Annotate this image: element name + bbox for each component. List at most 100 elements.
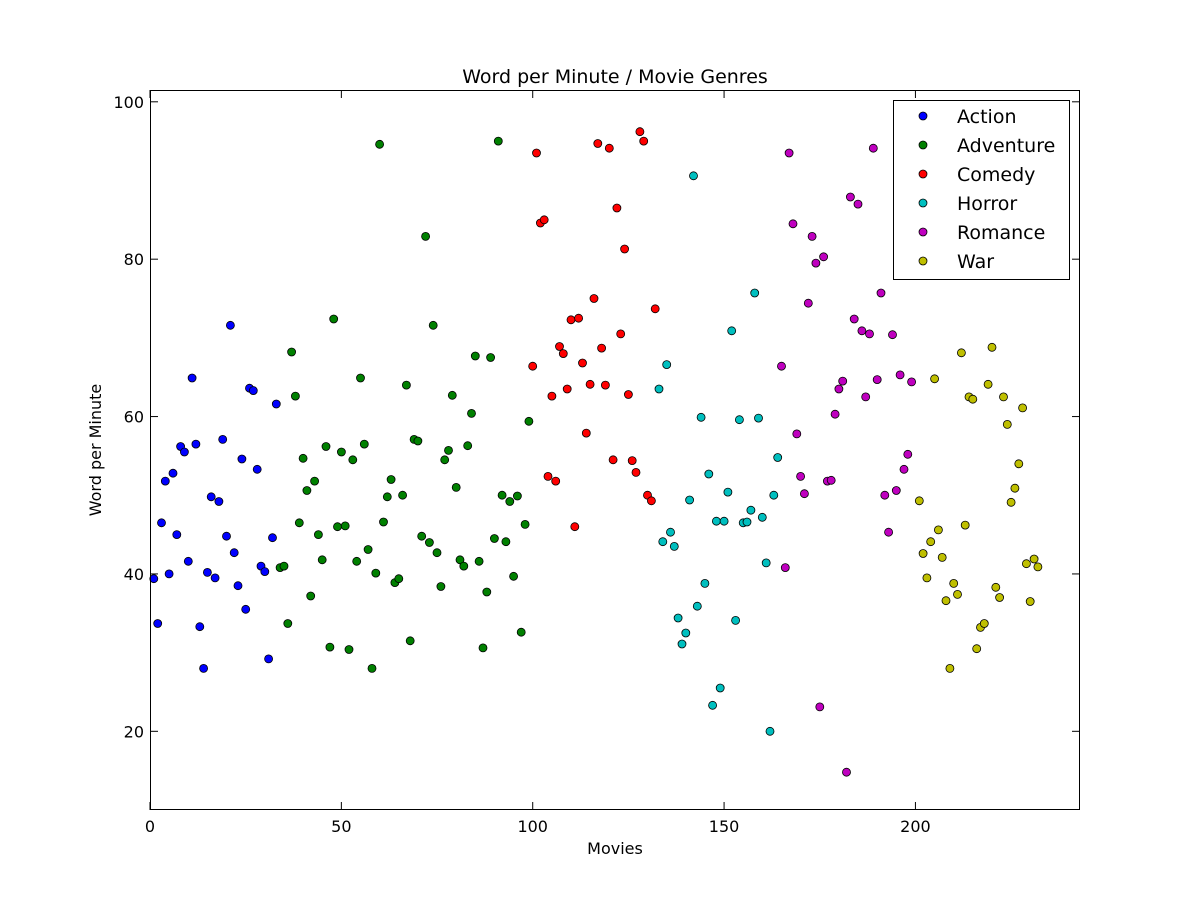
data-point-action-24 xyxy=(237,454,247,464)
data-point-adventure-51 xyxy=(467,408,476,418)
data-point-comedy-22 xyxy=(608,455,618,465)
data-point-adventure-4 xyxy=(287,347,297,357)
data-point-comedy-5 xyxy=(543,471,553,481)
data-point-adventure-21 xyxy=(352,556,362,566)
data-point-horror-3 xyxy=(662,360,672,370)
data-point-adventure-20 xyxy=(348,455,358,465)
legend-label-comedy: Comedy xyxy=(957,164,1035,186)
legend-marker-horror xyxy=(918,198,928,208)
data-point-action-4 xyxy=(160,476,170,486)
data-point-action-22 xyxy=(229,548,239,558)
data-point-adventure-17 xyxy=(336,447,346,457)
data-point-adventure-49 xyxy=(459,561,469,571)
data-point-action-5 xyxy=(164,569,174,579)
data-point-adventure-58 xyxy=(493,136,503,146)
x-tick-label-100: 100 xyxy=(517,817,548,836)
data-points-layer xyxy=(149,127,1043,777)
data-point-adventure-54 xyxy=(478,643,488,653)
data-point-action-30 xyxy=(260,567,270,576)
data-point-war-27 xyxy=(1014,459,1024,469)
y-tick-label-100: 100 xyxy=(113,93,144,112)
data-point-adventure-6 xyxy=(294,518,304,528)
data-point-action-25 xyxy=(241,604,251,614)
data-point-adventure-57 xyxy=(489,534,499,543)
data-point-war-30 xyxy=(1025,597,1035,606)
data-point-romance-30 xyxy=(888,330,897,340)
plot-frame xyxy=(150,90,1080,810)
data-point-action-2 xyxy=(153,619,163,628)
y-tick-label-20: 20 xyxy=(124,722,144,741)
data-point-comedy-21 xyxy=(604,143,614,153)
data-point-adventure-61 xyxy=(505,497,515,506)
data-point-horror-4 xyxy=(666,527,675,537)
data-point-war-2 xyxy=(918,549,928,558)
data-point-adventure-3 xyxy=(283,619,293,628)
data-point-adventure-25 xyxy=(367,664,377,673)
data-point-horror-14 xyxy=(704,469,714,479)
legend-box xyxy=(893,100,1070,280)
data-point-horror-17 xyxy=(715,683,725,693)
data-point-comedy-1 xyxy=(528,361,538,371)
legend-label-war: War xyxy=(957,251,994,273)
data-point-comedy-26 xyxy=(624,390,633,399)
data-point-horror-19 xyxy=(723,487,733,497)
data-point-comedy-30 xyxy=(639,136,649,146)
data-point-comedy-6 xyxy=(547,391,557,401)
data-point-comedy-18 xyxy=(593,139,603,148)
data-point-action-21 xyxy=(225,320,235,330)
x-tick-label-200: 200 xyxy=(900,817,931,836)
data-point-comedy-12 xyxy=(570,522,580,532)
data-point-war-6 xyxy=(934,525,943,535)
data-point-war-32 xyxy=(1033,562,1043,572)
legend-label-horror: Horror xyxy=(957,193,1017,215)
data-point-war-31 xyxy=(1029,554,1039,564)
data-point-war-9 xyxy=(945,664,955,673)
legend-marker-adventure xyxy=(918,140,928,150)
data-point-adventure-64 xyxy=(516,627,526,637)
data-point-romance-28 xyxy=(880,490,890,500)
data-point-horror-27 xyxy=(754,413,763,423)
data-point-war-26 xyxy=(1010,483,1020,493)
data-point-action-11 xyxy=(187,373,197,383)
data-point-horror-32 xyxy=(773,453,783,462)
data-point-horror-6 xyxy=(673,613,683,623)
data-point-horror-15 xyxy=(708,700,717,710)
data-point-horror-24 xyxy=(742,517,752,527)
data-point-adventure-45 xyxy=(444,445,453,455)
data-point-war-28 xyxy=(1018,403,1027,413)
data-point-war-29 xyxy=(1022,559,1031,569)
data-point-war-24 xyxy=(1002,419,1012,429)
data-point-action-27 xyxy=(248,386,258,396)
data-point-adventure-30 xyxy=(386,475,396,484)
data-point-comedy-20 xyxy=(601,380,610,390)
data-point-adventure-16 xyxy=(333,522,342,532)
data-point-war-3 xyxy=(922,573,932,583)
data-point-war-18 xyxy=(979,619,989,628)
data-point-romance-10 xyxy=(811,258,821,268)
data-point-action-13 xyxy=(195,622,205,632)
data-point-adventure-2 xyxy=(279,561,289,571)
data-point-war-5 xyxy=(930,374,939,384)
chart-title: Word per Minute / Movie Genres xyxy=(462,66,768,88)
data-point-war-12 xyxy=(957,348,966,358)
data-point-horror-13 xyxy=(700,579,710,588)
data-point-romance-31 xyxy=(891,486,901,495)
data-point-romance-9 xyxy=(807,231,817,241)
data-point-adventure-55 xyxy=(482,587,492,597)
data-point-horror-10 xyxy=(689,171,698,181)
data-point-comedy-32 xyxy=(647,496,656,506)
data-point-comedy-19 xyxy=(597,343,606,353)
data-point-action-1 xyxy=(149,574,159,584)
data-point-comedy-27 xyxy=(627,456,637,466)
data-point-comedy-8 xyxy=(555,342,564,351)
y-tick-label-40: 40 xyxy=(124,565,144,584)
data-point-romance-6 xyxy=(796,471,805,481)
legend-marker-action xyxy=(918,111,928,121)
y-tick-label-60: 60 xyxy=(124,408,144,427)
data-point-comedy-9 xyxy=(558,349,568,359)
data-point-war-13 xyxy=(960,520,970,530)
data-point-horror-28 xyxy=(757,512,767,522)
data-point-war-1 xyxy=(914,496,924,506)
data-point-action-23 xyxy=(233,581,243,591)
data-point-adventure-59 xyxy=(497,490,507,500)
